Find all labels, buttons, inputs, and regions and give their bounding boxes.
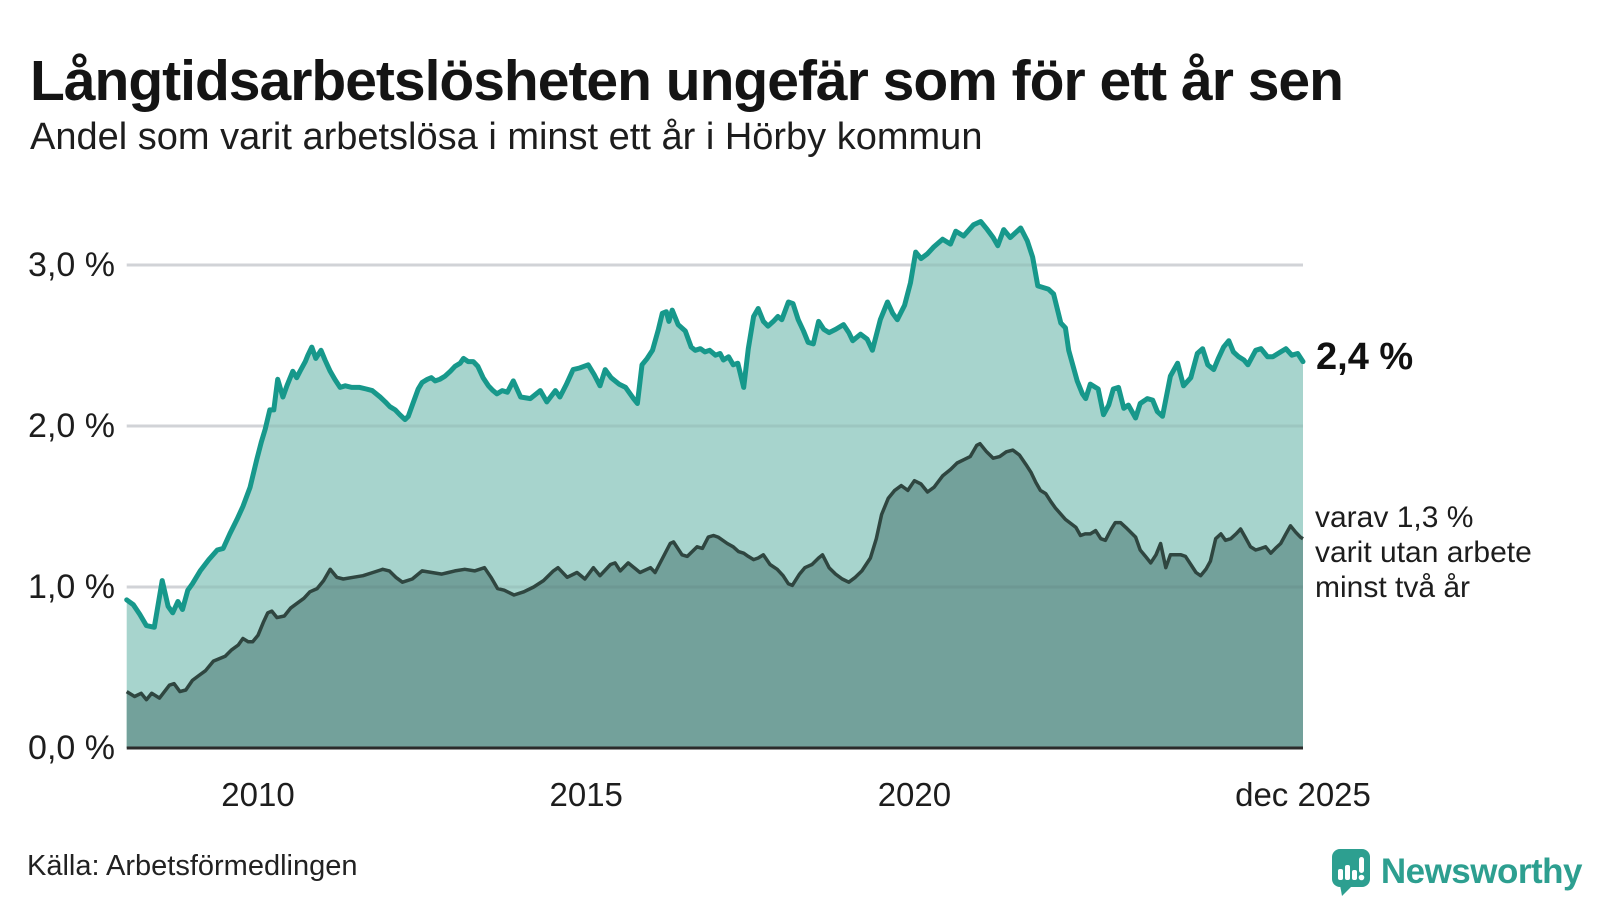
newsworthy-brand-text: Newsworthy	[1380, 852, 1583, 891]
newsworthy-brand: Newsworthy	[1331, 848, 1583, 896]
two-year-annotation-line2: varit utan arbete	[1315, 536, 1532, 569]
x-axis-label-dec-2025: dec 2025	[1235, 776, 1371, 813]
two-year-annotation-line1: varav 1,3 %	[1315, 501, 1474, 534]
x-axis-label-2010: 2010	[221, 776, 295, 813]
page-title: Långtidsarbetslösheten ungefär som för e…	[30, 49, 1344, 114]
source-credit: Källa: Arbetsförmedlingen	[27, 850, 358, 882]
y-axis-label-1: 1,0 %	[28, 568, 115, 606]
two-year-annotation-line3: minst två år	[1315, 571, 1471, 604]
x-axis-label-2020: 2020	[877, 776, 952, 813]
x-axis-label-2015: 2015	[549, 776, 623, 813]
newsworthy-logo-icon	[1331, 849, 1370, 896]
chart-subtitle: Andel som varit arbetslösa i minst ett å…	[30, 116, 983, 158]
latest-value-annotation: 2,4 %	[1316, 336, 1414, 378]
y-axis-label-3: 3,0 %	[28, 246, 115, 284]
y-axis-label-2: 2,0 %	[28, 407, 115, 445]
two-year-annotation: varav 1,3 % varit utan arbete minst två …	[1315, 500, 1532, 605]
y-axis-label-0: 0,0 %	[28, 729, 115, 767]
